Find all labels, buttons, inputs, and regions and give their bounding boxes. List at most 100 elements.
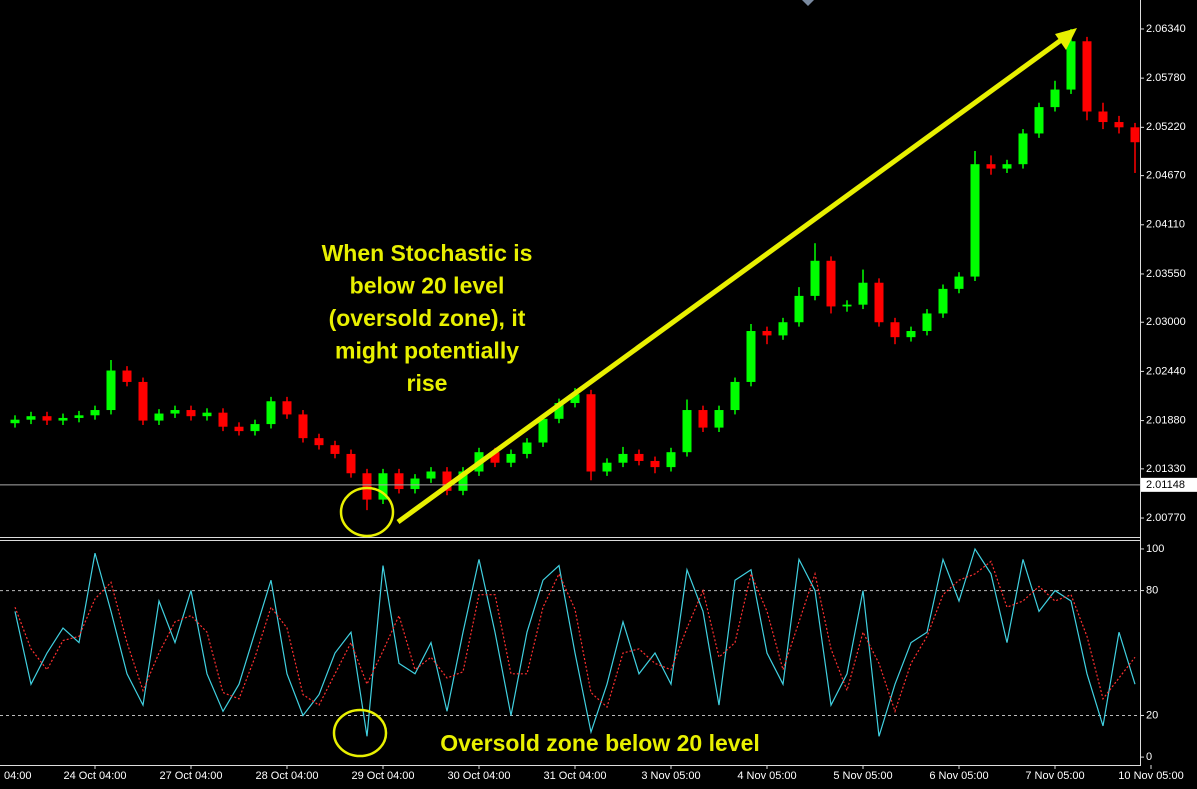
candle-body [938, 288, 948, 314]
candle-body [106, 370, 116, 411]
x-tick-label: 5 Nov 05:00 [833, 770, 892, 782]
current-price-box [1141, 477, 1197, 492]
candle-body [122, 370, 132, 382]
candle-body [26, 416, 36, 420]
candle-body [202, 412, 212, 417]
y-tick-label: 2.05220 [1146, 121, 1186, 133]
trend-arrow-head [1055, 28, 1077, 50]
x-tick-label: 04:00 [4, 770, 32, 782]
candle-body [922, 313, 932, 332]
candle-body [1034, 107, 1044, 134]
candle-body [858, 282, 868, 305]
candle-body [906, 331, 916, 338]
scroll-marker [802, 0, 814, 6]
candle-body [1002, 164, 1012, 169]
candle-body [186, 410, 196, 417]
candle-body [666, 452, 676, 468]
candle-body [970, 164, 980, 277]
x-tick-label: 30 Oct 04:00 [448, 770, 511, 782]
y-tick-label: 20 [1146, 709, 1158, 721]
candle-body [1018, 133, 1028, 165]
annotation: below 20 level [350, 273, 505, 299]
candle-body [410, 478, 420, 490]
y-tick-label: 2.01330 [1146, 463, 1186, 475]
candle-body [1130, 127, 1140, 143]
candle-body [698, 410, 708, 428]
candle-body [138, 381, 148, 421]
candle-body [490, 452, 500, 463]
candle-body [346, 453, 356, 474]
candle-body [554, 403, 564, 419]
x-tick-label: 31 Oct 04:00 [544, 770, 607, 782]
candle-body [426, 471, 436, 479]
y-tick-label: 2.01880 [1146, 414, 1186, 426]
x-tick-label: 4 Nov 05:00 [737, 770, 796, 782]
marks: 2.06340 2.05780 2.05220 2.04670 2.04110 2.035… [0, 23, 1197, 782]
candle-body [266, 401, 276, 425]
highlight-circle [339, 486, 395, 538]
candle-body [362, 473, 372, 500]
candle-body [282, 401, 292, 415]
x-tick-label: 28 Oct 04:00 [256, 770, 319, 782]
y-tick-label: 2.02440 [1146, 365, 1186, 377]
candle-body [954, 276, 964, 289]
x-tick-label: 24 Oct 04:00 [64, 770, 127, 782]
candle-body [74, 415, 84, 418]
candle-body [1066, 41, 1076, 90]
candle-body [650, 460, 660, 468]
x-tick-label: 10 Nov 05:00 [1118, 770, 1183, 782]
candle-body [682, 410, 692, 453]
y-tick-label: 2.06340 [1146, 23, 1186, 35]
y-tick-label: 80 [1146, 584, 1158, 596]
candle-body [298, 414, 308, 439]
annotation: might potentially [335, 338, 519, 364]
candle-body [1082, 41, 1092, 112]
candle-body [330, 445, 340, 454]
candle-body [42, 416, 52, 421]
candle-body [522, 442, 532, 454]
candle-body [378, 473, 388, 500]
stochastic-line [14, 560, 1136, 714]
candle-body [586, 394, 596, 472]
y-tick-label: 100 [1146, 543, 1164, 555]
annotation: Oversold zone below 20 level [440, 730, 760, 756]
candle-body [58, 417, 68, 421]
candle-body [842, 304, 852, 307]
y-tick-label: 2.03000 [1146, 316, 1186, 328]
x-tick-label: 27 Oct 04:00 [160, 770, 223, 782]
candle-body [810, 260, 820, 296]
candle-body [234, 426, 244, 432]
candle-body [634, 453, 644, 461]
y-tick-label: 2.05780 [1146, 72, 1186, 84]
candle-body [218, 412, 228, 427]
candle-body [538, 418, 548, 443]
candle-body [458, 471, 468, 491]
candle-body [394, 473, 404, 490]
annotation: rise [407, 370, 448, 396]
candle-body [890, 322, 900, 338]
candle-body [746, 331, 756, 382]
annotations: Oversold zone below 20 level When Stocha… [322, 28, 1077, 758]
candle-body [154, 413, 164, 421]
trend-arrow [396, 35, 1066, 525]
stochastic-line [14, 547, 1136, 737]
x-tick-label: 6 Nov 05:00 [929, 770, 988, 782]
y-tick-label: 2.04670 [1146, 170, 1186, 182]
candle-body [570, 394, 580, 404]
candle-body [90, 410, 100, 416]
candle-body [10, 419, 20, 424]
candle-body [618, 453, 628, 463]
candle-body [730, 381, 740, 411]
candle-body [778, 322, 788, 336]
candle-body [762, 331, 772, 336]
highlight-circle [332, 708, 388, 758]
y-tick-label: 0 [1146, 751, 1152, 763]
candle-body [794, 295, 804, 323]
candle-body [314, 438, 324, 446]
candle-body [1114, 122, 1124, 128]
candle-body [602, 462, 612, 472]
y-tick-label: 2.04110 [1146, 219, 1185, 231]
y-tick-label: 2.03550 [1146, 268, 1186, 280]
candle-body [250, 424, 260, 432]
